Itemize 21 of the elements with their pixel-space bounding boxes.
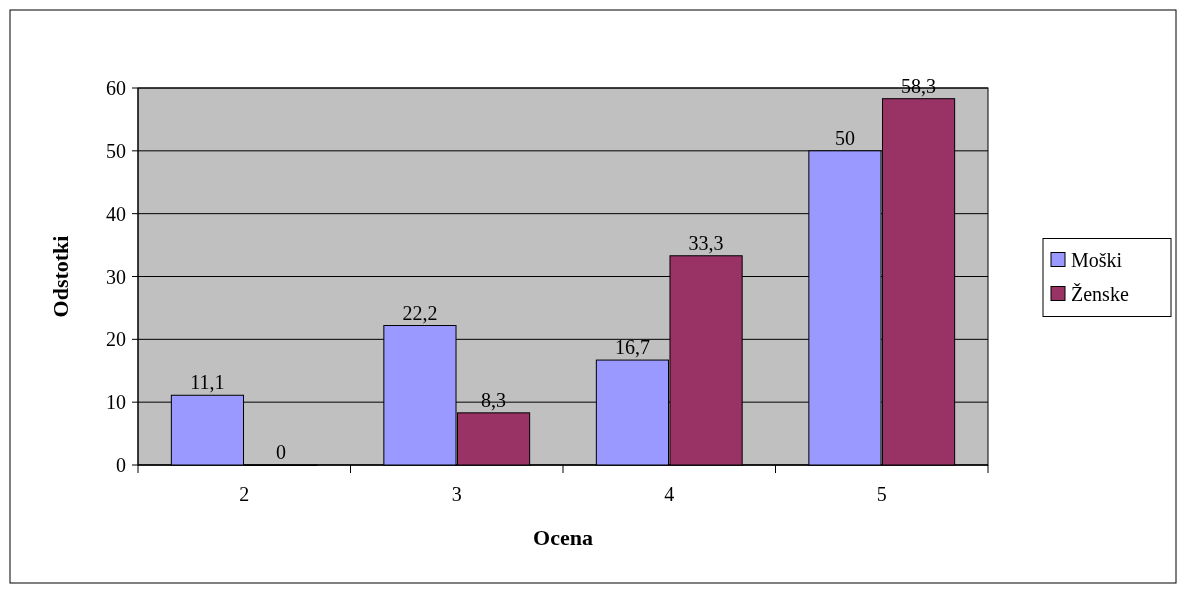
x-tick-label: 2 [239,483,250,505]
data-label: 11,1 [190,371,225,394]
y-tick-label: 10 [106,391,126,414]
y-tick-label: 50 [106,139,126,162]
data-label: 33,3 [688,231,724,254]
y-axis-title: Odstotki [48,235,73,318]
x-tick-label: 5 [876,483,887,505]
y-tick-label: 30 [106,265,126,288]
y-tick-label: 40 [106,202,126,225]
y-tick-label: 60 [106,77,126,99]
y-tick-label: 0 [116,454,126,476]
y-tick-label: 20 [106,328,126,351]
data-label: 50 [834,126,855,149]
legend-label: Ženske [1071,282,1129,305]
data-label: 16,7 [614,336,650,359]
x-tick-label: 4 [664,483,675,505]
legend-label: Moški [1071,248,1123,271]
x-tick-label: 3 [451,483,462,505]
data-label: 0 [276,441,287,463]
data-label: 22,2 [402,301,438,324]
x-axis-title: Ocena [533,525,593,550]
